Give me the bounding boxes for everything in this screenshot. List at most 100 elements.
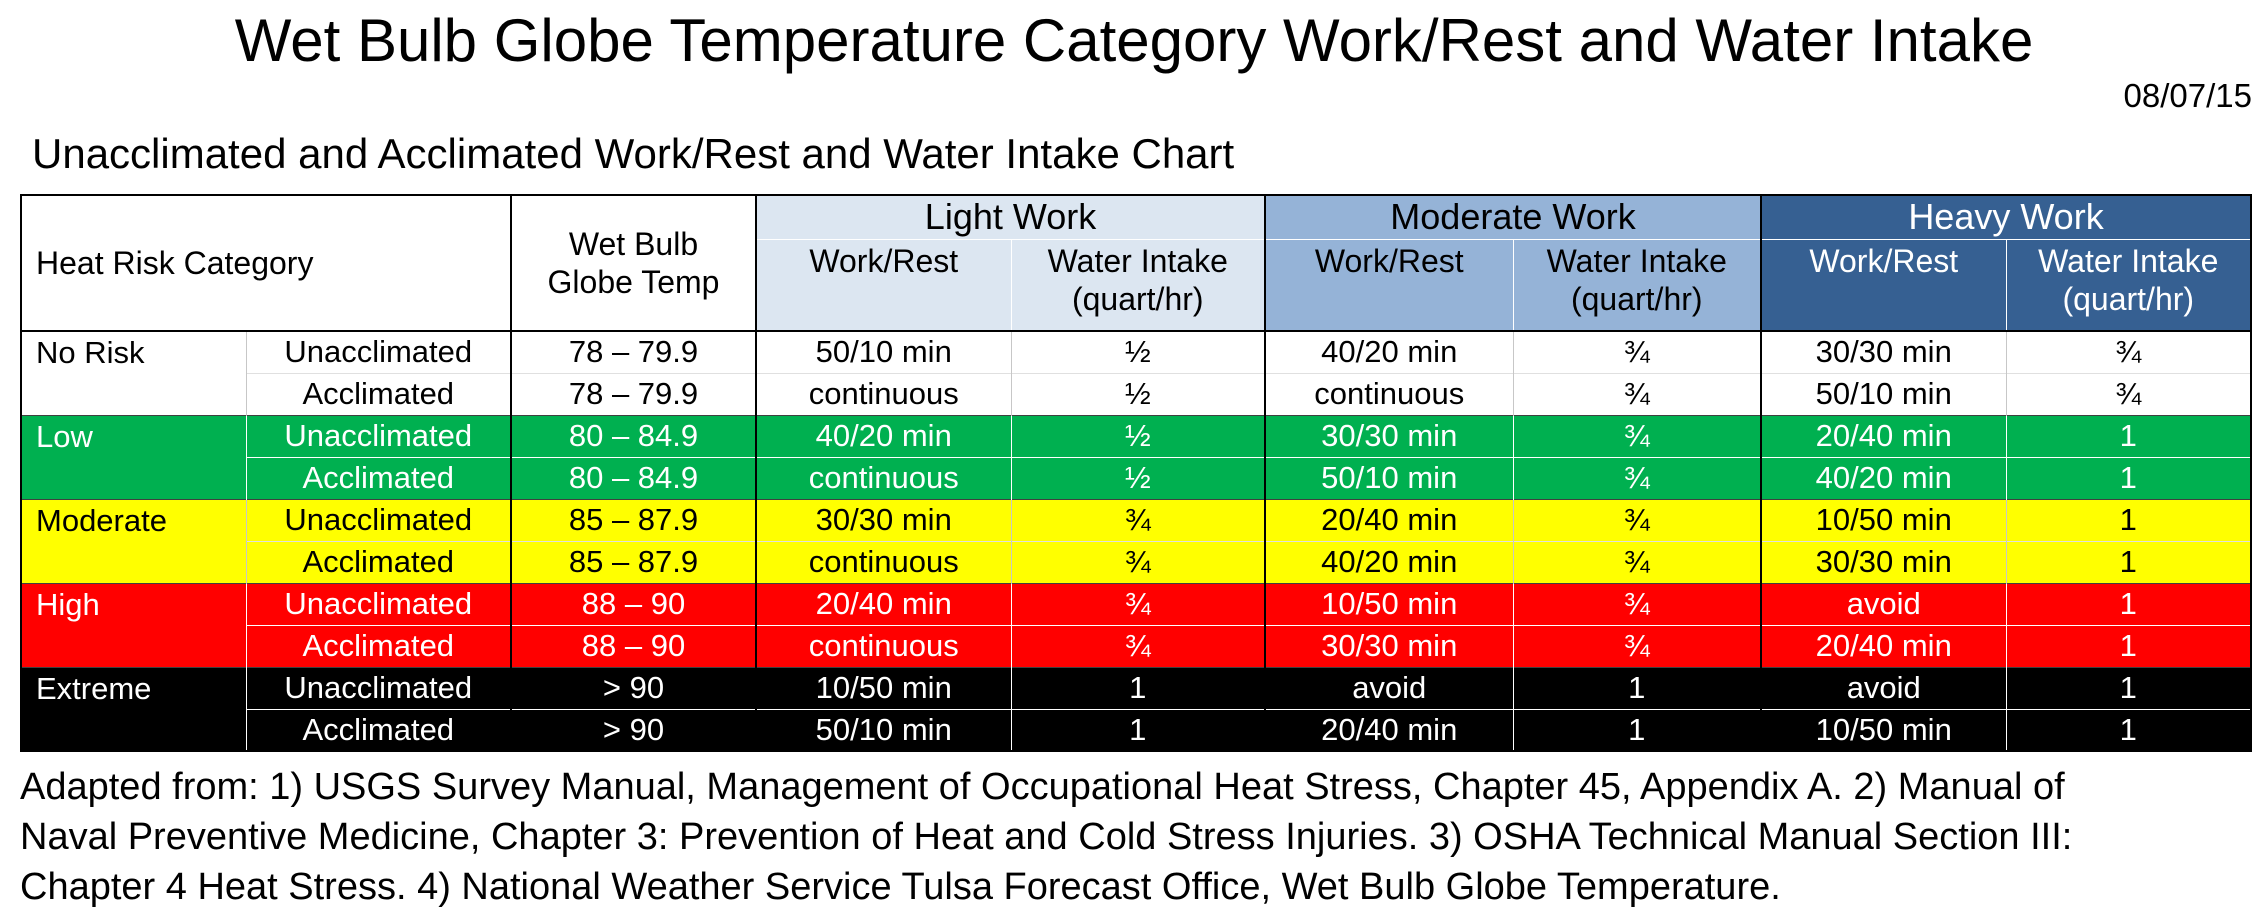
light-water-intake-cell: ¾ — [1010, 624, 1265, 667]
header-section-moderate-work: Moderate Work — [1264, 195, 1761, 239]
water-intake-label: Water Intake — [2038, 242, 2219, 279]
risk-category-cell: No Risk — [21, 330, 246, 415]
header-heat-risk-category: Heat Risk Category — [21, 195, 511, 331]
table-row: Acclimated 78 – 79.9 continuous ½ continuous… — [21, 372, 2252, 415]
heavy-water-intake-cell: 1 — [2005, 540, 2252, 583]
heavy-work-rest-cell: 30/30 min — [1760, 330, 2006, 373]
moderate-water-intake-cell: ¾ — [1512, 540, 1761, 583]
acclimation-cell: Unacclimated — [245, 582, 511, 625]
light-work-rest-cell: 20/40 min — [755, 582, 1011, 625]
header-wet-bulb-line1: Wet Bulb — [568, 226, 699, 262]
heavy-water-intake-cell: 1 — [2005, 624, 2252, 667]
table-row: Acclimated 80 – 84.9 continuous ½ 50/10 min ¾… — [21, 456, 2252, 499]
heavy-work-rest-cell: 20/40 min — [1760, 414, 2006, 457]
moderate-work-rest-cell: 30/30 min — [1264, 414, 1513, 457]
light-water-intake-cell: 1 — [1010, 666, 1265, 709]
light-water-intake-cell: ¾ — [1010, 498, 1265, 541]
table-row: Moderate Unacclimated 85 – 87.9 30/30 min ¾ 2… — [21, 498, 2252, 583]
heavy-water-intake-cell: ¾ — [2005, 372, 2252, 415]
moderate-water-intake-cell: 1 — [1512, 708, 1761, 751]
heavy-work-rest-cell: 10/50 min — [1760, 708, 2006, 751]
wbgt-range-cell: 88 – 90 — [510, 624, 756, 667]
light-water-intake-cell: 1 — [1010, 708, 1265, 751]
acclimation-cell: Acclimated — [245, 372, 511, 415]
light-work-rest-cell: continuous — [755, 456, 1011, 499]
moderate-water-intake-cell: ¾ — [1512, 498, 1761, 541]
moderate-work-rest-cell: 30/30 min — [1264, 624, 1513, 667]
header-heavy-work-rest: Work/Rest — [1760, 238, 2006, 331]
acclimation-cell: Acclimated — [245, 708, 511, 751]
source-note-line: Naval Preventive Medicine, Chapter 3: Pr… — [20, 816, 2073, 858]
moderate-work-rest-cell: 10/50 min — [1264, 582, 1513, 625]
heavy-water-intake-cell: 1 — [2005, 456, 2252, 499]
header-section-light-work: Light Work — [755, 195, 1265, 239]
moderate-water-intake-cell: ¾ — [1512, 414, 1761, 457]
moderate-work-rest-cell: 50/10 min — [1264, 456, 1513, 499]
table-row: Low Unacclimated 80 – 84.9 40/20 min ½ 30/30 … — [21, 414, 2252, 499]
wbgt-table: Heat Risk Category Wet Bulb Globe Temp L… — [20, 194, 2253, 752]
light-water-intake-cell: ½ — [1010, 330, 1265, 373]
wbgt-range-cell: 80 – 84.9 — [510, 414, 756, 457]
light-water-intake-cell: ¾ — [1010, 540, 1265, 583]
heavy-work-rest-cell: 50/10 min — [1760, 372, 2006, 415]
heavy-work-rest-cell: avoid — [1760, 666, 2006, 709]
header-section-heavy-work: Heavy Work — [1759, 195, 2252, 239]
heavy-water-intake-cell: 1 — [2005, 666, 2252, 709]
moderate-water-intake-cell: ¾ — [1512, 582, 1761, 625]
acclimation-cell: Unacclimated — [245, 330, 511, 373]
moderate-water-intake-cell: ¾ — [1512, 624, 1761, 667]
heavy-water-intake-cell: 1 — [2005, 708, 2252, 751]
moderate-work-rest-cell: 40/20 min — [1264, 330, 1513, 373]
header-moderate-water-intake: Water Intake (quart/hr) — [1512, 238, 1761, 331]
moderate-water-intake-cell: ¾ — [1512, 372, 1761, 415]
table-row: High Unacclimated 88 – 90 20/40 min ¾ 10/50 m… — [21, 582, 2252, 667]
water-intake-unit: (quart/hr) — [1071, 280, 1204, 317]
water-intake-unit: (quart/hr) — [1570, 280, 1703, 317]
header-moderate-work-rest: Work/Rest — [1264, 238, 1513, 331]
heavy-work-rest-cell: 40/20 min — [1760, 456, 2006, 499]
wbgt-range-cell: 78 – 79.9 — [510, 372, 756, 415]
heavy-water-intake-cell: 1 — [2005, 582, 2252, 625]
water-intake-unit: (quart/hr) — [2062, 280, 2195, 317]
wbgt-range-cell: 88 – 90 — [510, 582, 756, 625]
moderate-water-intake-cell: 1 — [1512, 666, 1761, 709]
table-row: Acclimated 85 – 87.9 continuous ¾ 40/20 min ¾… — [21, 540, 2252, 583]
water-intake-label: Water Intake — [1546, 242, 1727, 279]
page: Wet Bulb Globe Temperature Category Work… — [0, 6, 2268, 916]
table-body: No Risk Unacclimated 78 – 79.9 50/10 min ½ 40… — [21, 330, 2252, 751]
acclimation-cell: Unacclimated — [245, 666, 511, 709]
moderate-work-rest-cell: avoid — [1264, 666, 1513, 709]
heavy-work-rest-cell: 30/30 min — [1760, 540, 2006, 583]
risk-category-cell: Extreme — [21, 666, 246, 751]
table-row: Acclimated > 90 50/10 min 1 20/40 min 1 10/50 … — [21, 708, 2252, 751]
header-heavy-water-intake: Water Intake (quart/hr) — [2005, 238, 2252, 331]
header-light-water-intake: Water Intake (quart/hr) — [1010, 238, 1265, 331]
wbgt-range-cell: > 90 — [510, 666, 756, 709]
wbgt-range-cell: 85 – 87.9 — [510, 498, 756, 541]
light-water-intake-cell: ¾ — [1010, 582, 1265, 625]
table-row: No Risk Unacclimated 78 – 79.9 50/10 min ½ 40… — [21, 330, 2252, 415]
risk-category-cell: Moderate — [21, 498, 246, 583]
light-work-rest-cell: 40/20 min — [755, 414, 1011, 457]
table-row: Acclimated 88 – 90 continuous ¾ 30/30 min ¾ 20… — [21, 624, 2252, 667]
moderate-water-intake-cell: ¾ — [1512, 456, 1761, 499]
acclimation-cell: Acclimated — [245, 456, 511, 499]
heavy-water-intake-cell: 1 — [2005, 414, 2252, 457]
date-stamp: 08/07/15 — [2123, 77, 2252, 114]
light-work-rest-cell: 10/50 min — [755, 666, 1011, 709]
header-wet-bulb-line2: Globe Temp — [547, 264, 720, 300]
light-water-intake-cell: ½ — [1010, 414, 1265, 457]
source-note-line: Chapter 4 Heat Stress. 4) National Weath… — [20, 866, 1781, 908]
acclimation-cell: Unacclimated — [245, 414, 511, 457]
heavy-work-rest-cell: 10/50 min — [1760, 498, 2006, 541]
moderate-work-rest-cell: 20/40 min — [1264, 498, 1513, 541]
moderate-work-rest-cell: continuous — [1264, 372, 1513, 415]
wbgt-range-cell: 78 – 79.9 — [510, 330, 756, 373]
heavy-water-intake-cell: 1 — [2005, 498, 2252, 541]
light-work-rest-cell: 50/10 min — [755, 330, 1011, 373]
heavy-water-intake-cell: ¾ — [2005, 330, 2252, 373]
risk-category-cell: Low — [21, 414, 246, 499]
header-wet-bulb-globe-temp: Wet Bulb Globe Temp — [510, 195, 756, 331]
table-header: Heat Risk Category Wet Bulb Globe Temp L… — [21, 195, 2252, 331]
acclimation-cell: Acclimated — [245, 624, 511, 667]
